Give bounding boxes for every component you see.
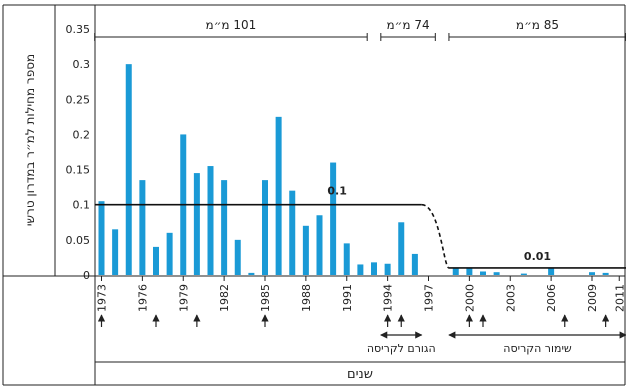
x-tick-label: 2006 xyxy=(545,284,558,312)
bar-1974 xyxy=(112,229,119,275)
y-tick-label: 0.3 xyxy=(73,58,91,71)
bar-2000 xyxy=(466,267,473,275)
x-tick-label: 1985 xyxy=(259,284,272,312)
x-tick-label: 2000 xyxy=(463,284,476,312)
rainfall-periods: 101 מ״מ 74 מ״מ 85 מ״מ xyxy=(94,18,626,41)
x-tick-label: 2011 xyxy=(613,284,626,312)
bar-1985 xyxy=(262,180,268,275)
bars xyxy=(98,64,609,275)
event-arrows xyxy=(97,314,610,327)
frame xyxy=(2,4,626,386)
bar-2001 xyxy=(480,271,486,275)
x-ticks: 1973 1976 1979 1982 1985 1988 1991 1994 1997 2000… xyxy=(96,276,626,312)
y-tick-label: 0.15 xyxy=(66,164,91,177)
bar-1991 xyxy=(343,243,350,275)
y-tick-label: 0 xyxy=(83,269,90,282)
bar-1990 xyxy=(330,162,337,275)
mean-transition-dashed-line xyxy=(421,203,450,269)
y-tick-label: 0.35 xyxy=(66,23,91,36)
bar-2010 xyxy=(602,272,609,275)
bar-1986 xyxy=(275,116,282,275)
bar-1984 xyxy=(248,272,255,275)
bar-1973 xyxy=(98,201,105,275)
bar-1992 xyxy=(357,264,364,275)
bar-1975 xyxy=(125,64,132,275)
bar-2002 xyxy=(493,272,500,275)
bar-1988 xyxy=(302,225,309,275)
y-tick-label: 0.1 xyxy=(73,199,91,212)
bar-1999 xyxy=(452,267,459,275)
bar-1978 xyxy=(166,232,173,275)
mean-label-2: 0.01 xyxy=(524,250,551,263)
bar-1987 xyxy=(289,190,296,275)
y-tick-label: 0.05 xyxy=(66,234,91,247)
bar-1996 xyxy=(411,253,418,275)
mean-label-1: 0.1 xyxy=(327,185,347,198)
x-tick-label: 1997 xyxy=(423,284,436,312)
bar-1983 xyxy=(234,239,241,275)
y-tick-label: 0.25 xyxy=(66,93,91,106)
x-tick-label: 1973 xyxy=(96,284,109,312)
bar-2009 xyxy=(589,272,595,275)
bar-2006 xyxy=(548,267,555,275)
bar-1980 xyxy=(193,173,200,275)
bar-1993 xyxy=(371,262,377,275)
x-tick-label: 1991 xyxy=(341,284,354,312)
x-tick-label: 1979 xyxy=(177,284,190,312)
bar-1982 xyxy=(221,180,228,275)
mean-lines: 0.1 0.01 xyxy=(94,185,626,269)
x-axis-label: שנים xyxy=(347,367,373,382)
y-tick-label: 0.2 xyxy=(73,128,91,141)
period-label-3: 85 מ״מ xyxy=(516,18,559,32)
period-label-2: 74 מ״מ xyxy=(386,18,429,32)
x-tick-label: 1994 xyxy=(382,284,395,312)
bar-2004 xyxy=(520,273,527,275)
annotation-label-1: הגורם לקריסה xyxy=(367,342,436,355)
x-tick-label: 1982 xyxy=(218,284,231,312)
bar-1981 xyxy=(207,166,214,275)
annotation-label-2: שימור הקריסה xyxy=(503,342,572,355)
x-tick-label: 1988 xyxy=(300,284,313,312)
annotations: הגורם לקריסה שימור הקריסה xyxy=(367,331,626,355)
x-tick-label: 2003 xyxy=(504,284,517,312)
bar-1994 xyxy=(384,263,391,275)
bar-1976 xyxy=(139,180,146,275)
y-axis-label: מספר מחילות למ״ר במדרון טרשי xyxy=(23,54,37,226)
bar-1995 xyxy=(398,222,405,275)
x-tick-label: 2009 xyxy=(586,284,599,312)
bar-1977 xyxy=(153,246,159,275)
period-label-1: 101 מ״מ xyxy=(206,18,257,32)
bar-1989 xyxy=(316,215,323,275)
x-tick-label: 1976 xyxy=(136,284,149,312)
y-ticks: 0 0.05 0.1 0.15 0.2 0.25 0.3 0.35 xyxy=(66,23,91,282)
